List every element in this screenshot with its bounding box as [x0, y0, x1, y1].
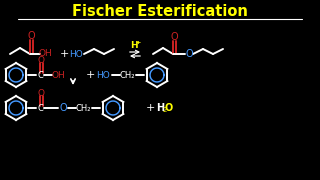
Text: O: O	[170, 32, 178, 42]
Text: OH: OH	[38, 48, 52, 57]
Text: CH₂: CH₂	[119, 71, 135, 80]
Text: +: +	[145, 103, 155, 113]
Text: 2: 2	[163, 107, 167, 113]
Text: H: H	[130, 40, 138, 50]
Text: +: +	[85, 70, 95, 80]
Text: O: O	[59, 103, 67, 113]
Text: O: O	[37, 89, 44, 98]
Text: CH₂: CH₂	[75, 103, 91, 112]
Text: +: +	[135, 39, 140, 44]
Text: OH: OH	[51, 71, 65, 80]
Text: C: C	[37, 103, 43, 112]
Text: O: O	[37, 55, 44, 64]
Text: O: O	[165, 103, 173, 113]
Text: H: H	[156, 103, 164, 113]
Text: HO: HO	[69, 50, 83, 59]
Text: O: O	[185, 49, 193, 59]
Text: +: +	[59, 49, 69, 59]
Text: C: C	[37, 71, 43, 80]
Text: HO: HO	[96, 71, 110, 80]
Text: Fischer Esterification: Fischer Esterification	[72, 3, 248, 19]
Text: O: O	[27, 31, 35, 41]
